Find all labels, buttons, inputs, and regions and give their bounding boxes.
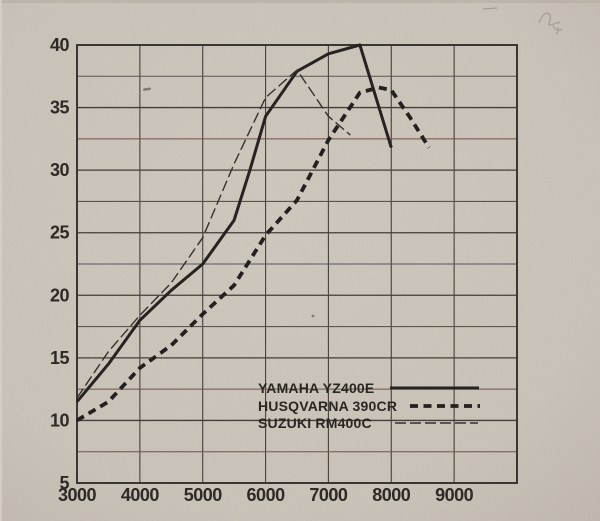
- legend-label-yamaha: YAMAHA YZ400E: [258, 380, 374, 396]
- tick-label-x-7000: 7000: [309, 485, 348, 505]
- tick-label-y-15: 15: [50, 348, 70, 368]
- tick-label-y-20: 20: [50, 285, 70, 305]
- tick-label-x-6000: 6000: [247, 485, 286, 505]
- tick-label-y-10: 10: [50, 410, 70, 430]
- scan-top-edge: [0, 0, 600, 3]
- tick-label-y-35: 35: [50, 98, 70, 118]
- legend-label-husqvarna: HUSQVARNA 390CR: [258, 398, 397, 414]
- legend-label-suzuki: SUZUKI RM400C: [258, 415, 372, 431]
- tick-label-y-5: 5: [59, 473, 69, 493]
- tick-label-y-30: 30: [50, 160, 70, 180]
- scan-left-edge: [0, 0, 2, 521]
- tick-label-y-40: 40: [50, 35, 70, 55]
- tick-label-y-25: 25: [50, 223, 70, 243]
- tick-label-x-5000: 5000: [184, 485, 223, 505]
- ink-speck: [311, 314, 315, 318]
- tick-label-x-9000: 9000: [435, 485, 474, 505]
- tick-label-x-8000: 8000: [372, 485, 411, 505]
- tick-label-x-4000: 4000: [121, 485, 160, 505]
